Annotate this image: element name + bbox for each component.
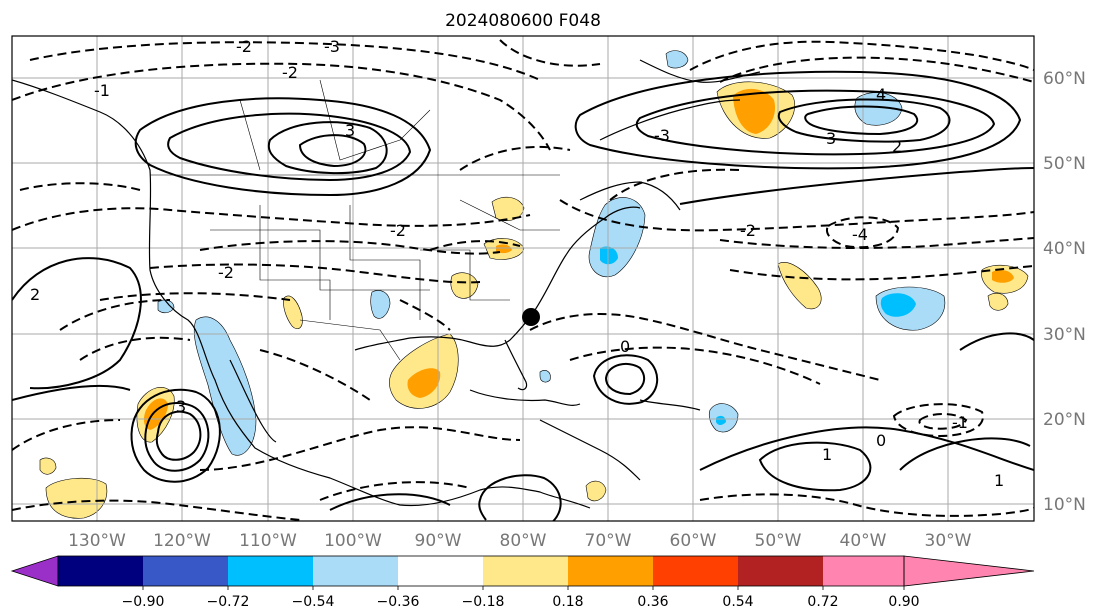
lon-tick-label: 80°W [500, 531, 547, 551]
colorbar-tick-label: 0.18 [552, 594, 583, 610]
contour-label: 2 [892, 137, 902, 156]
colorbar-min-extension [10, 555, 59, 587]
colorbar-bin [313, 556, 398, 586]
shade-negative-nova-scotia-core [600, 246, 618, 265]
lon-tick-label: 60°W [670, 531, 717, 551]
colorbar-tick-label: 0.54 [722, 594, 753, 610]
lat-tick-label: 40°N [1043, 239, 1086, 259]
lon-tick-label: 110°W [239, 531, 297, 551]
graticule [12, 36, 1034, 521]
map-panel: 3 4 3 2 3 1 0 0 1 2 -2 -3 -2 -1 -2 -3 -4… [11, 35, 1035, 522]
political-borders [150, 79, 560, 361]
shade-negative-azores-core [880, 293, 916, 317]
contour-label: -3 [654, 126, 670, 145]
contour-label: -1 [952, 413, 968, 432]
contour-label: 3 [826, 129, 836, 148]
lon-tick-label: 100°W [324, 531, 382, 551]
shade-positive-east-atlantic-core [992, 270, 1014, 283]
shade-positive-midatlantic [777, 262, 822, 310]
storm-center-marker [522, 308, 540, 326]
shade-positive-gulf-core [407, 368, 441, 398]
map-frame [11, 35, 1035, 522]
contour-label: -1 [94, 81, 110, 100]
lon-tick-label: 120°W [153, 531, 211, 551]
lon-tick-label: 40°W [840, 531, 887, 551]
colorbar-tick-label: 0.90 [888, 594, 919, 610]
shade-negative-baja [193, 316, 257, 456]
contour-label: 3 [345, 121, 355, 140]
shade-negative-texas [370, 290, 391, 319]
longitude-labels: 130°W 120°W 110°W 100°W 90°W 80°W 70°W 6… [68, 531, 972, 551]
coastlines [12, 59, 761, 509]
shade-positive-east-atlantic-2 [987, 292, 1009, 311]
shade-positive-rockies [283, 295, 303, 329]
contour-label: 1 [822, 445, 832, 464]
shade-positive-ohio-core [496, 244, 512, 254]
shade-positive-atlantic-north-core [733, 88, 776, 134]
map-title: 2024080600 F048 [445, 11, 601, 31]
colorbar-tick-label: −0.36 [377, 594, 420, 610]
lon-tick-label: 130°W [68, 531, 126, 551]
colorbar-ticks [142, 586, 905, 590]
lat-tick-label: 50°N [1043, 154, 1086, 174]
contour-label: -2 [282, 63, 298, 82]
colorbar-bin [483, 556, 568, 586]
contours-negative [12, 39, 1034, 521]
colorbar-bin [143, 556, 228, 586]
contour-label: 3 [176, 397, 186, 416]
colorbar-tick-label: −0.72 [207, 594, 250, 610]
contour-label: 2 [30, 285, 40, 304]
lon-tick-label: 90°W [415, 531, 462, 551]
colorbar-bin [568, 556, 653, 586]
colorbar-bin [823, 556, 904, 586]
contour-labels: 3 4 3 2 3 1 0 0 1 2 -2 -3 -2 -1 -2 -3 -4… [30, 37, 1004, 490]
shade-negative-greenland [665, 50, 689, 69]
contour-label: 0 [620, 337, 630, 356]
lat-tick-label: 30°N [1043, 325, 1086, 345]
shade-negative-caribbean-core [716, 415, 726, 425]
colorbar-tick-label: −0.90 [122, 594, 165, 610]
lon-tick-label: 30°W [925, 531, 972, 551]
lon-tick-label: 50°W [755, 531, 802, 551]
colorbar-bin [228, 556, 313, 586]
contour-label: -3 [324, 37, 340, 56]
colorbar-tick-label: −0.18 [462, 594, 505, 610]
contour-label: -2 [740, 221, 756, 240]
contour-label: -2 [390, 221, 406, 240]
contour-label: 1 [994, 471, 1004, 490]
contours-positive [12, 70, 1034, 521]
lon-tick-label: 70°W [585, 531, 632, 551]
lat-tick-label: 60°N [1043, 69, 1086, 89]
contour-label: -2 [218, 263, 234, 282]
colorbar: −0.90 −0.72 −0.54 −0.36 −0.18 0.18 0.36 … [10, 555, 1035, 610]
contour-label: -2 [236, 37, 252, 56]
lat-tick-label: 20°N [1043, 410, 1086, 430]
latitude-labels: 60°N 50°N 40°N 30°N 20°N 10°N [1043, 69, 1086, 515]
colorbar-bin [398, 556, 483, 586]
colorbar-tick-label: 0.72 [807, 594, 838, 610]
shade-positive-venezuela [585, 480, 607, 502]
contour-label: 0 [876, 431, 886, 450]
shade-negative-bahamas [539, 370, 551, 383]
colorbar-outline [57, 555, 905, 587]
colorbar-tick-label: −0.54 [292, 594, 335, 610]
colorbar-max-extension [903, 555, 1035, 587]
contour-label: 4 [876, 85, 886, 104]
shade-positive-pacific-south [45, 477, 108, 519]
colorbar-bin [653, 556, 738, 586]
colorbar-bin [58, 556, 143, 586]
lat-tick-label: 10°N [1043, 495, 1086, 515]
contour-label: -4 [852, 225, 868, 244]
colorbar-bin [738, 556, 823, 586]
shade-positive-east-pacific [39, 457, 57, 475]
colorbar-tick-label: 0.36 [637, 594, 668, 610]
colorbar-tick-labels: −0.90 −0.72 −0.54 −0.36 −0.18 0.18 0.36 … [122, 594, 920, 610]
